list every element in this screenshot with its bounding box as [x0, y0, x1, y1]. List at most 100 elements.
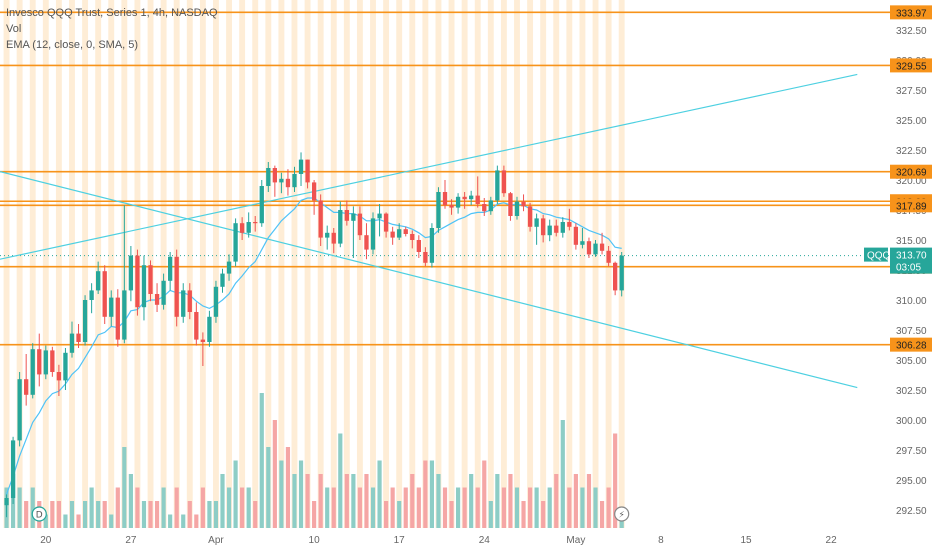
volume-bar	[547, 487, 552, 528]
session-band	[69, 0, 75, 528]
session-band	[199, 0, 206, 528]
level-badge-label: 306.28	[896, 341, 927, 352]
volume-bar	[390, 487, 395, 528]
candle-body	[43, 350, 48, 375]
horizontal-levels[interactable]	[0, 11, 890, 346]
candle-body	[239, 223, 245, 233]
price-axis[interactable]: USD332.50330.00327.50325.00322.50320.003…	[890, 0, 932, 550]
volume-bar	[541, 501, 546, 528]
session-band	[82, 0, 89, 528]
session-band	[213, 0, 219, 528]
candle-body	[541, 218, 546, 236]
volume-bar	[377, 460, 382, 528]
session-band	[42, 0, 49, 528]
volume-bar	[573, 474, 578, 528]
volume-bar	[521, 501, 526, 528]
time-axis[interactable]: 20 27 Apr 10 17 24 May 8 15 22 D ⚡	[0, 506, 932, 550]
session-band	[500, 0, 507, 528]
candle-body	[56, 372, 62, 381]
volume-bar	[436, 474, 441, 528]
volume-bar	[213, 501, 219, 528]
session-band	[108, 0, 115, 528]
volume-bar	[482, 460, 487, 528]
volume-bar	[305, 474, 310, 528]
trend-line[interactable]	[0, 171, 858, 389]
volume-bar	[207, 501, 212, 528]
volume-bar	[154, 501, 160, 528]
session-band	[370, 0, 376, 528]
trend-line[interactable]	[0, 73, 858, 260]
session-band	[55, 0, 62, 528]
date-tick-label: 20	[40, 535, 52, 546]
candle-body	[586, 241, 592, 255]
price-tick-label: 305.00	[896, 356, 927, 367]
candlesticks	[4, 152, 624, 518]
session-band	[474, 0, 481, 528]
chart-legend: Invesco QQQ Trust, Series 1, 4h, NASDAQ …	[6, 5, 218, 53]
session-band	[317, 0, 324, 528]
session-band	[265, 0, 272, 528]
volume-bar	[272, 420, 277, 528]
volume-bar	[109, 514, 114, 528]
candle-body	[390, 231, 395, 238]
session-band	[540, 0, 547, 528]
candle-body	[167, 256, 173, 281]
candle-body	[357, 213, 363, 236]
session-band	[487, 0, 494, 528]
volume-bar	[246, 487, 251, 528]
candle-body	[141, 265, 147, 308]
candle-body	[501, 170, 507, 194]
marker-bolt-icon[interactable]	[614, 506, 630, 522]
session-band	[304, 0, 311, 528]
session-band	[553, 0, 560, 528]
volume-bar	[187, 501, 192, 528]
volume-bar	[351, 474, 356, 528]
volume-bar	[514, 487, 520, 528]
volume-bar	[128, 474, 133, 528]
candle-body	[115, 297, 120, 340]
price-axis-bg	[890, 0, 932, 550]
session-band	[383, 0, 390, 528]
session-band	[278, 0, 285, 528]
level-badge	[890, 58, 932, 73]
candle-body	[344, 210, 349, 221]
price-tick-label: 295.00	[896, 476, 927, 487]
candle-body	[69, 333, 75, 353]
symbol-title[interactable]: Invesco QQQ Trust, Series 1, 4h, NASDAQ	[6, 7, 218, 19]
volume-bar	[613, 433, 618, 528]
volume-legend[interactable]: Vol	[6, 23, 22, 35]
price-tick-label: 327.50	[896, 86, 927, 97]
trend-lines[interactable]	[0, 73, 858, 389]
candle-body	[462, 196, 467, 200]
volume-bar	[462, 487, 467, 528]
session-band	[566, 0, 573, 528]
candle-body	[50, 350, 55, 372]
volume-bar	[331, 487, 336, 528]
candle-body	[573, 226, 579, 245]
volume-bar	[370, 487, 376, 528]
candle-body	[187, 290, 192, 312]
candle-body	[612, 262, 618, 291]
candle-body	[383, 213, 389, 232]
candle-body	[4, 498, 9, 506]
ema-legend[interactable]: EMA (12, close, 0, SMA, 5)	[6, 39, 139, 51]
volume-bar	[226, 487, 232, 528]
price-tick-label: 297.50	[896, 446, 927, 457]
volume-bar	[89, 487, 94, 528]
candle-body	[508, 193, 513, 216]
candle-body	[482, 204, 487, 212]
session-bands	[3, 0, 625, 528]
candle-body	[318, 200, 323, 238]
time-axis-bg	[0, 528, 932, 550]
volume-bar	[17, 487, 22, 528]
candle-body	[266, 168, 271, 186]
price-tick-label: 292.50	[896, 506, 927, 517]
volume-bar	[495, 474, 500, 528]
marker-d-icon[interactable]	[31, 506, 47, 522]
level-badge	[890, 164, 932, 179]
volume-bars	[4, 393, 624, 528]
candle-body	[292, 174, 297, 188]
session-band	[343, 0, 350, 528]
level-badge	[890, 337, 932, 352]
